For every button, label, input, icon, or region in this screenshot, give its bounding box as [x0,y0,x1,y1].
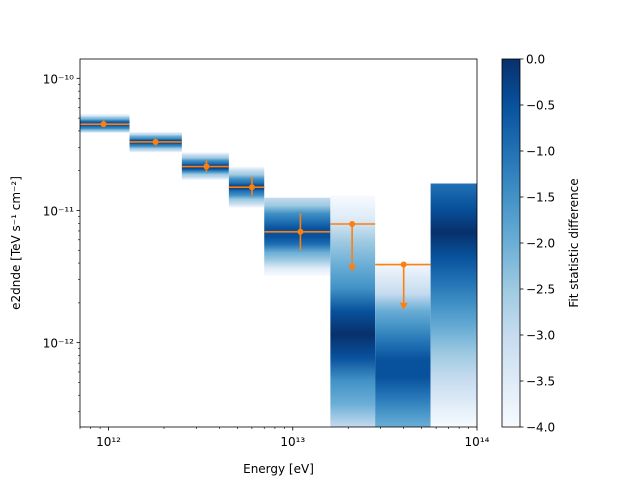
profile-bin [430,183,477,427]
x-axis-ticks: 10¹² 10¹³ 10¹⁴ [79,427,490,449]
profile-bin [375,260,431,427]
colorbar-ticks: 0.0 −0.5 −1.0 −1.5 −2.0 −2.5 −3.0 −3.5 −4.0 [520,53,555,435]
colorbar-tick-label: −3.5 [526,375,555,389]
upper-limit-point [375,261,431,310]
x-axis-label: Energy [eV] [243,462,314,476]
x-tick-label: 10¹⁴ [465,435,490,449]
colorbar: 0.0 −0.5 −1.0 −1.5 −2.0 −2.5 −3.0 −3.5 −4.0 Fit … [501,53,581,435]
colorbar-tick-label: 0.0 [526,53,545,67]
y-tick-label: 10⁻¹² [43,337,74,351]
y-tick-label: 10⁻¹⁰ [43,72,74,86]
colorbar-tick-label: −2.5 [526,283,555,297]
colorbar-tick-label: −2.0 [526,237,555,251]
colorbar-tick-label: −1.5 [526,191,555,205]
flux-point [228,176,265,196]
x-tick-label: 10¹³ [280,435,305,449]
upper-limit-point [330,221,376,272]
x-tick-label: 10¹² [96,435,121,449]
colorbar-tick-label: −1.0 [526,145,555,159]
y-axis-ticks: 10⁻¹² 10⁻¹¹ 10⁻¹⁰ [43,72,80,413]
profile-bin [264,197,331,276]
flux-points [80,120,431,310]
flux-point [181,160,229,173]
axes-frame [79,58,478,428]
flux-point [129,138,182,146]
y-tick-label: 10⁻¹¹ [43,204,74,218]
flux-point [264,213,331,251]
plot-area: 10¹² 10¹³ 10¹⁴ 10⁻¹² 10⁻¹¹ 10⁻¹⁰ [43,58,490,449]
flux-point [80,120,130,128]
colorbar-tick-label: −0.5 [526,99,555,113]
colorbar-tick-label: −3.0 [526,329,555,343]
colorbar-tick-label: −4.0 [526,421,555,435]
colorbar-label: Fit statistic difference [567,178,581,307]
colorbar-scale [501,58,521,428]
y-axis-label: e2dnde [TeV s⁻¹ cm⁻²] [9,176,23,310]
